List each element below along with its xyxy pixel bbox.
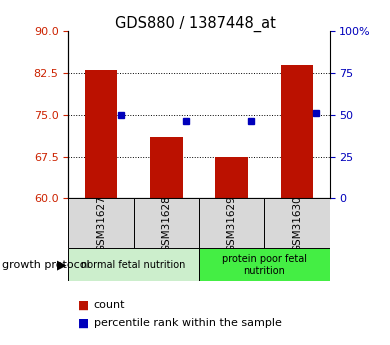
Text: GSM31627: GSM31627 <box>96 195 106 252</box>
Text: percentile rank within the sample: percentile rank within the sample <box>94 318 282 328</box>
Text: growth protocol: growth protocol <box>2 260 90 270</box>
Text: normal fetal nutrition: normal fetal nutrition <box>82 260 186 270</box>
Bar <box>199 248 330 281</box>
Text: GSM31630: GSM31630 <box>292 195 302 252</box>
Bar <box>150 137 183 198</box>
Bar <box>280 65 313 198</box>
Bar <box>264 198 330 248</box>
Bar <box>199 198 264 248</box>
Text: GDS880 / 1387448_at: GDS880 / 1387448_at <box>115 16 275 32</box>
Bar <box>133 198 199 248</box>
Text: GSM31629: GSM31629 <box>227 195 237 252</box>
Text: GSM31628: GSM31628 <box>161 195 171 252</box>
Bar <box>215 157 248 198</box>
Text: count: count <box>94 300 125 310</box>
Bar <box>68 198 133 248</box>
Text: protein poor fetal
nutrition: protein poor fetal nutrition <box>222 254 307 276</box>
Bar <box>85 70 117 198</box>
Text: ▶: ▶ <box>57 258 66 272</box>
Text: ■: ■ <box>78 317 89 330</box>
Text: ■: ■ <box>78 299 89 312</box>
Bar <box>68 248 199 281</box>
